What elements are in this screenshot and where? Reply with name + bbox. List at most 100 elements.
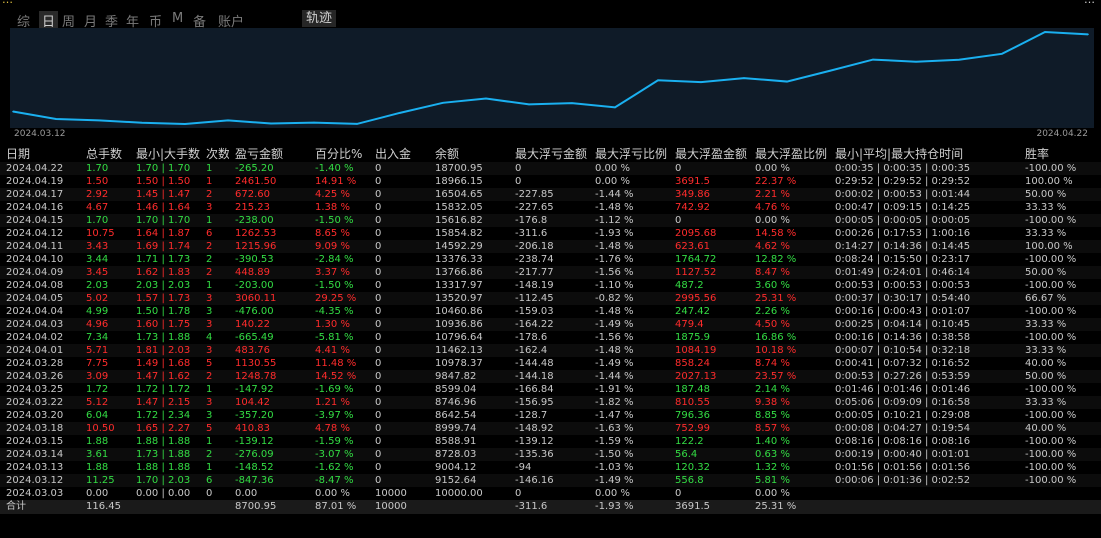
- cell-io: 0: [375, 280, 382, 291]
- cell-date: 2024.03.12: [0, 474, 80, 487]
- cell-minmax: 1.45 | 1.47: [130, 188, 200, 201]
- column-header-hold[interactable]: 最小|平均|最大持仓时间: [835, 147, 964, 161]
- column-header-io[interactable]: 出入金: [375, 147, 412, 161]
- tab-6[interactable]: 币: [149, 15, 163, 30]
- equity-point: [12, 110, 14, 113]
- cell-date: 2024.03.22: [0, 396, 80, 409]
- cell-date: 2024.03.18: [0, 422, 80, 435]
- cell-win: -100.00 %: [1019, 474, 1101, 487]
- trace-button[interactable]: 轨迹: [302, 10, 337, 27]
- tab-9[interactable]: 账户: [218, 15, 245, 30]
- table-row[interactable]: 2024.04.10 3.44 1.71 | 1.73 2 -390.53 -2.84 %…: [0, 253, 1101, 266]
- tab-3[interactable]: 月: [84, 15, 98, 30]
- cell-count: 0: [206, 488, 213, 499]
- table-row[interactable]: 2024.04.17 2.92 1.45 | 1.47 2 672.60 4.25 % 0 1…: [0, 188, 1101, 201]
- cell-pnl: 1262.53: [235, 228, 277, 239]
- cell-win: 50.00 %: [1019, 266, 1101, 279]
- table-row[interactable]: 2024.03.13 1.88 1.88 | 1.88 1 -148.52 -1.62 %…: [0, 461, 1101, 474]
- tab-1[interactable]: 日: [39, 11, 59, 30]
- table-row[interactable]: 2024.03.26 3.09 1.47 | 1.62 2 1248.78 14.52 %…: [0, 370, 1101, 383]
- cell-count: 2: [200, 370, 229, 383]
- column-header-minmax[interactable]: 最小|大手数: [136, 147, 200, 161]
- table-row[interactable]: 2024.04.08 2.03 2.03 | 2.03 1 -203.00 -1.50 %…: [0, 279, 1101, 292]
- table-row[interactable]: 2024.04.16 4.67 1.46 | 1.64 3 215.23 1.38 % 0 1…: [0, 201, 1101, 214]
- table-row[interactable]: 2024.03.25 1.72 1.72 | 1.72 1 -147.92 -1.69 %…: [0, 383, 1101, 396]
- cell-bal: 13520.97: [429, 292, 509, 305]
- equity-point: [571, 102, 573, 104]
- table-row[interactable]: 2024.03.15 1.88 1.88 | 1.88 1 -139.12 -1.59 %…: [0, 435, 1101, 448]
- cell-bal: 18966.15: [435, 176, 483, 187]
- table-row[interactable]: 2024.03.22 5.12 1.47 | 2.15 3 104.42 1.21 % 0 8…: [0, 396, 1101, 409]
- cell-date: 2024.03.13: [6, 462, 64, 473]
- table-row[interactable]: 2024.04.02 7.34 1.73 | 1.88 4 -665.49 -5.81 %…: [0, 331, 1101, 344]
- cell-minmax: 1.71 | 1.73: [136, 254, 191, 265]
- table-row[interactable]: 2024.04.09 3.45 1.62 | 1.83 2 448.89 3.37 % 0 1…: [0, 266, 1101, 279]
- cell-hold: 0:08:24 | 0:15:50 | 0:23:17: [835, 254, 971, 265]
- column-header-win[interactable]: 胜率: [1025, 147, 1050, 161]
- cell-mfp: 187.48: [675, 384, 710, 395]
- cell-pnl: 215.23: [235, 202, 270, 213]
- tab-7[interactable]: M: [172, 11, 184, 26]
- table-row[interactable]: 2024.03.14 3.61 1.73 | 1.88 2 -276.09 -3.07 %…: [0, 448, 1101, 461]
- cell-date: 2024.03.14: [0, 448, 80, 461]
- cell-io: 0: [369, 240, 429, 253]
- cell-mfl: -148.19: [515, 280, 554, 291]
- equity-point: [141, 121, 143, 124]
- column-header-bal[interactable]: 余额: [435, 147, 460, 161]
- table-row[interactable]: 2024.04.04 4.99 1.50 | 1.78 3 -476.00 -4.35 %…: [0, 305, 1101, 318]
- cell-mfp: 2995.56: [669, 292, 749, 305]
- table-row[interactable]: 2024.04.11 3.43 1.69 | 1.74 2 1215.96 9.09 % 0…: [0, 240, 1101, 253]
- column-header-mfpp[interactable]: 最大浮盈比例: [755, 147, 828, 161]
- table-row[interactable]: 2024.03.12 11.25 1.70 | 2.03 6 -847.36 -8.47 …: [0, 474, 1101, 487]
- cell-mfl: -238.74: [515, 254, 554, 265]
- table-row[interactable]: 2024.03.03 0.00 0.00 | 0.00 0 0.00 0.00 % 1000…: [0, 487, 1101, 500]
- column-header-lots[interactable]: 总手数: [86, 147, 123, 161]
- column-header-pnl[interactable]: 盈亏金额: [235, 147, 284, 161]
- column-header-date[interactable]: 日期: [6, 147, 31, 161]
- cell-io: 0: [369, 188, 429, 201]
- table-row[interactable]: 2024.04.19 1.50 1.50 | 1.50 1 2461.50 14.91 %…: [0, 175, 1101, 188]
- total-row: 合计 116.45 8700.95 87.01 % 10000 -311.6 -1.93 %…: [0, 500, 1101, 514]
- cell-pnl: 672.60: [229, 188, 309, 201]
- table-row[interactable]: 2024.04.01 5.71 1.81 | 2.03 3 483.76 4.41 % 0 1…: [0, 344, 1101, 357]
- table-row[interactable]: 2024.03.18 10.50 1.65 | 2.27 5 410.83 4.78 % 0…: [0, 422, 1101, 435]
- column-header-mfp[interactable]: 最大浮盈金额: [675, 147, 748, 161]
- table-row[interactable]: 2024.04.03 4.96 1.60 | 1.75 3 140.22 1.30 % 0 1…: [0, 318, 1101, 331]
- column-header-count[interactable]: 次数: [206, 147, 229, 161]
- cell-mfp: 1084.19: [669, 344, 749, 357]
- cell-mfpp: 16.86 %: [755, 332, 797, 343]
- cell-mfl: -176.8: [509, 214, 589, 227]
- cell-minmax: 1.73 | 1.88: [130, 448, 200, 461]
- cell-mfp: 810.55: [669, 396, 749, 409]
- cell-lots: 4.96: [80, 318, 130, 331]
- table-row[interactable]: 2024.03.20 6.04 1.72 | 2.34 3 -357.20 -3.97 %…: [0, 409, 1101, 422]
- tab-2[interactable]: 周: [62, 15, 76, 30]
- cell-mfpp: 5.81 %: [749, 474, 829, 487]
- tab-0[interactable]: 综: [17, 15, 31, 30]
- cell-date: 2024.04.15: [0, 214, 80, 227]
- column-header-mfl[interactable]: 最大浮亏金额: [515, 147, 588, 161]
- table-row[interactable]: 2024.04.22 1.70 1.70 | 1.70 1 -265.20 -1.40 %…: [0, 162, 1101, 175]
- table-row[interactable]: 2024.04.05 5.02 1.57 | 1.73 3 3060.11 29.25 %…: [0, 292, 1101, 305]
- cell-hold: 0:00:53 | 0:00:53 | 0:00:53: [835, 280, 971, 291]
- tab-4[interactable]: 季: [105, 15, 119, 30]
- table-row[interactable]: 2024.03.28 7.75 1.49 | 1.68 5 1130.55 11.48 %…: [0, 357, 1101, 370]
- equity-point: [356, 123, 358, 125]
- total-hold: [829, 500, 1019, 514]
- cell-io: 0: [375, 410, 382, 421]
- tab-8[interactable]: 备: [193, 15, 207, 30]
- cell-hold: 0:29:52 | 0:29:52 | 0:29:52: [835, 176, 971, 187]
- cell-date: 2024.03.25: [6, 384, 64, 395]
- cell-pnl: 1248.78: [229, 370, 309, 383]
- cell-count: 3: [206, 306, 213, 317]
- column-header-pct[interactable]: 百分比%: [315, 147, 363, 161]
- cell-mfp: 1127.52: [669, 266, 749, 279]
- column-header-mflp[interactable]: 最大浮亏比例: [595, 147, 668, 161]
- cell-minmax: 2.03 | 2.03: [136, 280, 191, 291]
- table-row[interactable]: 2024.04.15 1.70 1.70 | 1.70 1 -238.00 -1.50 %…: [0, 214, 1101, 227]
- table-row[interactable]: 2024.04.12 10.75 1.64 | 1.87 6 1262.53 8.65 %…: [0, 227, 1101, 240]
- cell-mfl: -144.18: [509, 370, 589, 383]
- cell-hold: 0:00:41 | 0:07:32 | 0:16:52: [835, 358, 971, 369]
- tab-5[interactable]: 年: [126, 15, 140, 30]
- cell-bal: 8728.03: [429, 448, 509, 461]
